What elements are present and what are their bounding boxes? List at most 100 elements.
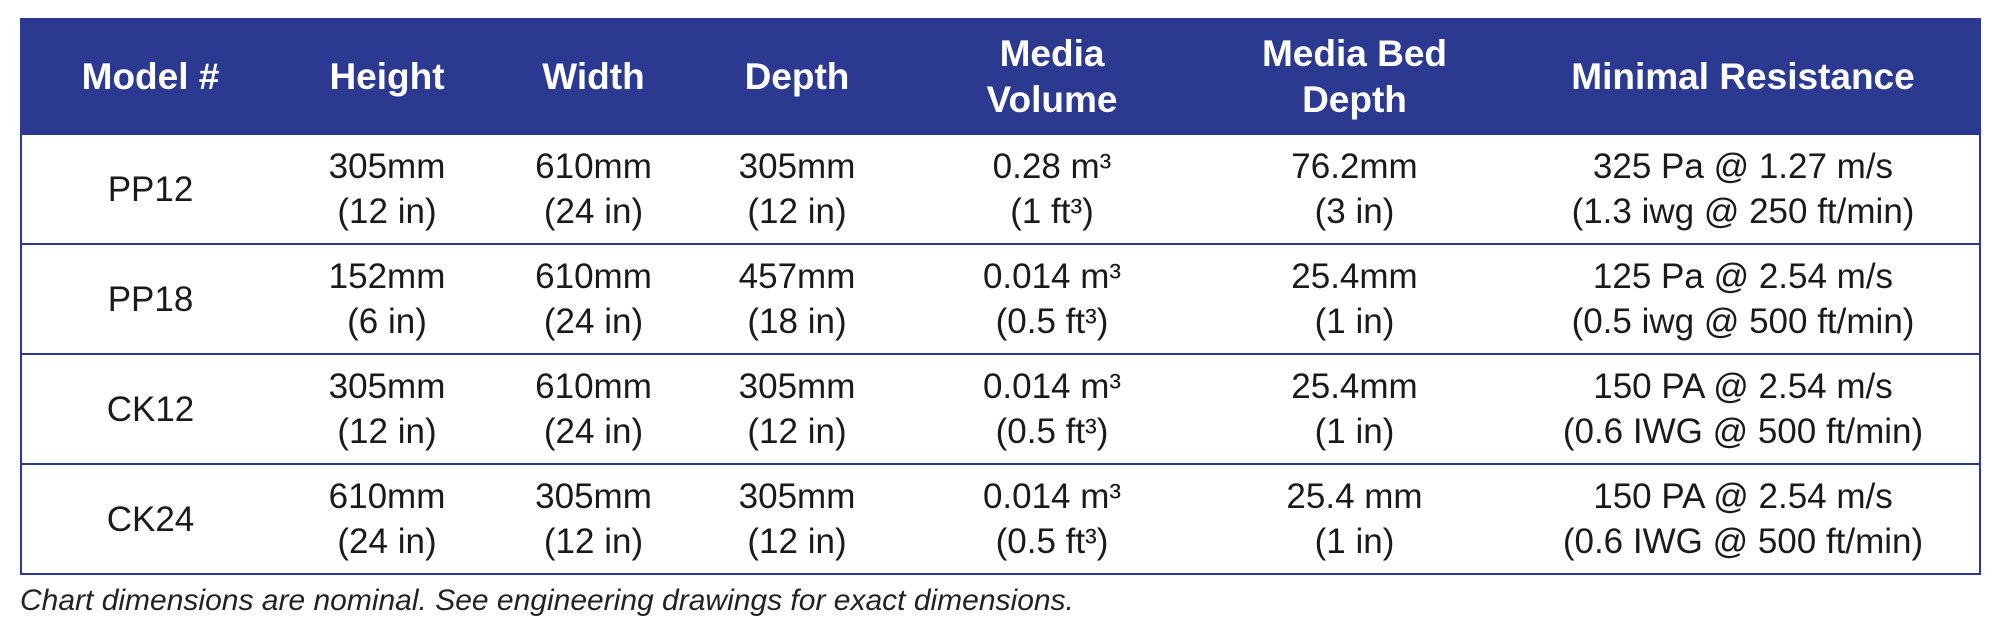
- cell-line: (12 in): [747, 522, 847, 561]
- cell-line: (12 in): [337, 412, 437, 451]
- cell-line: 610mm: [535, 367, 652, 406]
- table-cell: 152mm (6 in): [279, 245, 495, 353]
- cell-line: 305mm: [738, 147, 856, 186]
- cell-line: (12 in): [747, 192, 847, 231]
- table-cell: 150 PA @ 2.54 m/s (0.6 IWG @ 500 ft/min): [1507, 465, 1979, 573]
- cell-line: 0.28 m³: [992, 147, 1112, 186]
- cell-line: Media Bed: [1261, 32, 1448, 74]
- cell-line: (18 in): [747, 302, 847, 341]
- cell-line: (12 in): [543, 522, 644, 561]
- cell-line: (1 ft³): [1010, 192, 1094, 231]
- table-cell: 0.014 m³ (0.5 ft³): [902, 245, 1202, 353]
- cell-line: (1 in): [1314, 412, 1395, 451]
- cell-line: 610mm: [535, 257, 652, 296]
- cell-line: (0.5 ft³): [995, 302, 1109, 341]
- table-cell: 0.28 m³ (1 ft³): [902, 135, 1202, 243]
- table-cell: 25.4mm (1 in): [1202, 245, 1507, 353]
- table-cell: 610mm (24 in): [279, 465, 495, 573]
- table-row: CK12 305mm (12 in) 610mm (24 in) 305mm (12 in)…: [22, 353, 1979, 463]
- cell-line: 610mm: [328, 477, 446, 516]
- cell-line: 0.014 m³: [982, 477, 1122, 516]
- cell-line: 457mm: [738, 257, 856, 296]
- cell-line: 325 Pa @ 1.27 m/s: [1592, 147, 1894, 186]
- cell-line: (0.5 iwg @ 500 ft/min): [1571, 302, 1915, 341]
- cell-line: 305mm: [738, 477, 856, 516]
- cell-line: (1 in): [1314, 522, 1395, 561]
- table-cell: Width: [495, 20, 692, 133]
- table-cell: Depth: [692, 20, 902, 133]
- table-cell: Media Volume: [902, 20, 1202, 133]
- table-cell: 25.4 mm (1 in): [1202, 465, 1507, 573]
- table-cell: Height: [279, 20, 495, 133]
- table-cell: 125 Pa @ 2.54 m/s (0.5 iwg @ 500 ft/min): [1507, 245, 1979, 353]
- cell-line: (24 in): [337, 522, 437, 561]
- cell-line: (0.5 ft³): [995, 412, 1109, 451]
- cell-line: (3 in): [1314, 192, 1395, 231]
- table-cell: 305mm (12 in): [692, 465, 902, 573]
- table-cell: Model #: [22, 20, 279, 133]
- table-cell: CK12: [22, 355, 279, 463]
- cell-line: 150 PA @ 2.54 m/s: [1593, 477, 1893, 516]
- table-cell: CK24: [22, 465, 279, 573]
- cell-line: 0.014 m³: [982, 257, 1122, 296]
- cell-line: 25.4 mm: [1286, 477, 1423, 516]
- table-cell: 610mm (24 in): [495, 135, 692, 243]
- table-cell: 305mm (12 in): [692, 135, 902, 243]
- cell-line: CK24: [106, 499, 195, 539]
- cell-line: Model #: [81, 55, 220, 97]
- table-cell: 305mm (12 in): [692, 355, 902, 463]
- table-cell: 610mm (24 in): [495, 245, 692, 353]
- cell-line: (1.3 iwg @ 250 ft/min): [1571, 192, 1915, 231]
- table-cell: 457mm (18 in): [692, 245, 902, 353]
- cell-line: Depth: [744, 55, 850, 97]
- cell-line: (12 in): [337, 192, 437, 231]
- cell-line: (24 in): [543, 302, 644, 341]
- cell-line: 150 PA @ 2.54 m/s: [1593, 367, 1893, 406]
- cell-line: (12 in): [747, 412, 847, 451]
- cell-line: 25.4mm: [1291, 367, 1418, 406]
- table-cell: 0.014 m³ (0.5 ft³): [902, 465, 1202, 573]
- cell-line: (0.5 ft³): [995, 522, 1109, 561]
- table-cell: 305mm (12 in): [279, 135, 495, 243]
- cell-line: 610mm: [535, 147, 652, 186]
- cell-line: 152mm: [328, 257, 446, 296]
- cell-line: 76.2mm: [1291, 147, 1418, 186]
- table-cell: 76.2mm (3 in): [1202, 135, 1507, 243]
- table-cell: 305mm (12 in): [495, 465, 692, 573]
- table-cell: PP18: [22, 245, 279, 353]
- cell-line: Depth: [1302, 78, 1407, 120]
- cell-line: (0.6 IWG @ 500 ft/min): [1562, 522, 1924, 561]
- cell-line: Height: [329, 55, 445, 97]
- table-cell: Media Bed Depth: [1202, 20, 1507, 133]
- cell-line: CK12: [106, 389, 195, 429]
- cell-line: (6 in): [347, 302, 427, 341]
- table-row: CK24 610mm (24 in) 305mm (12 in) 305mm (12 in)…: [22, 463, 1979, 573]
- spec-table: Model # Height Width Depth Media Volume Media …: [20, 18, 1981, 575]
- cell-line: 0.014 m³: [982, 367, 1122, 406]
- cell-line: 125 Pa @ 2.54 m/s: [1592, 257, 1894, 296]
- cell-line: Volume: [986, 78, 1118, 120]
- table-cell: 305mm (12 in): [279, 355, 495, 463]
- table-row: PP12 305mm (12 in) 610mm (24 in) 305mm (12 in)…: [22, 133, 1979, 243]
- cell-line: Media: [999, 32, 1105, 74]
- table-cell: 0.014 m³ (0.5 ft³): [902, 355, 1202, 463]
- table-cell: 25.4mm (1 in): [1202, 355, 1507, 463]
- cell-line: Width: [542, 55, 645, 97]
- cell-line: 305mm: [328, 367, 446, 406]
- table-cell: PP12: [22, 135, 279, 243]
- table-cell: 150 PA @ 2.54 m/s (0.6 IWG @ 500 ft/min): [1507, 355, 1979, 463]
- cell-line: (0.6 IWG @ 500 ft/min): [1562, 412, 1924, 451]
- table-cell: 325 Pa @ 1.27 m/s (1.3 iwg @ 250 ft/min): [1507, 135, 1979, 243]
- header-row: Model # Height Width Depth Media Volume Media …: [22, 20, 1979, 133]
- cell-line: PP12: [107, 169, 194, 209]
- table-cell: Minimal Resistance: [1507, 20, 1979, 133]
- table-row: PP18 152mm (6 in) 610mm (24 in) 457mm (18 in) 0…: [22, 243, 1979, 353]
- cell-line: 25.4mm: [1291, 257, 1418, 296]
- cell-line: 305mm: [738, 367, 856, 406]
- cell-line: Minimal Resistance: [1571, 55, 1915, 97]
- cell-line: (24 in): [543, 412, 644, 451]
- footnote: Chart dimensions are nominal. See engine…: [20, 584, 1074, 617]
- table-cell: 610mm (24 in): [495, 355, 692, 463]
- cell-line: 305mm: [328, 147, 446, 186]
